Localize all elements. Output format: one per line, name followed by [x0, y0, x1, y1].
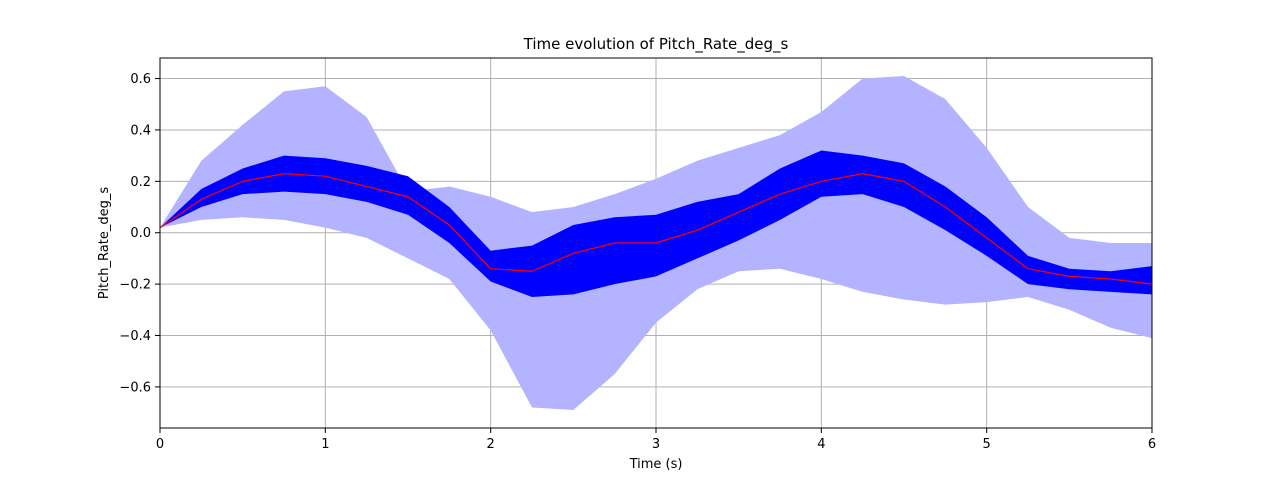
x-tick-label: 1: [321, 437, 329, 452]
y-tick-label: −0.6: [119, 380, 151, 395]
y-tick-label: 0.4: [130, 123, 151, 138]
series: [159, 75, 1153, 411]
chart-title: Time evolution of Pitch_Rate_deg_s: [523, 35, 789, 54]
y-axis-label: Pitch_Rate_deg_s: [97, 187, 112, 299]
y-tick-label: 0.2: [130, 175, 151, 190]
x-tick-label: 5: [983, 437, 991, 452]
x-tick-label: 3: [652, 437, 660, 452]
y-tick-label: −0.4: [119, 329, 151, 344]
x-tick-label: 4: [817, 437, 825, 452]
ticks: 0 1 2 3 4 5 6 −0.6 −0.4 −0.2 0.0 0.2 0.4 0.6: [119, 72, 1156, 452]
mean-line: [159, 173, 1153, 285]
inner-band: [160, 150, 1152, 297]
x-tick-label: 2: [487, 437, 495, 452]
x-tick-label: 0: [156, 437, 164, 452]
y-tick-label: 0.6: [130, 72, 151, 87]
y-tick-label: 0.0: [130, 226, 151, 241]
x-axis-label: Time (s): [629, 457, 683, 472]
x-tick-label: 6: [1148, 437, 1156, 452]
y-tick-label: −0.2: [119, 278, 151, 293]
